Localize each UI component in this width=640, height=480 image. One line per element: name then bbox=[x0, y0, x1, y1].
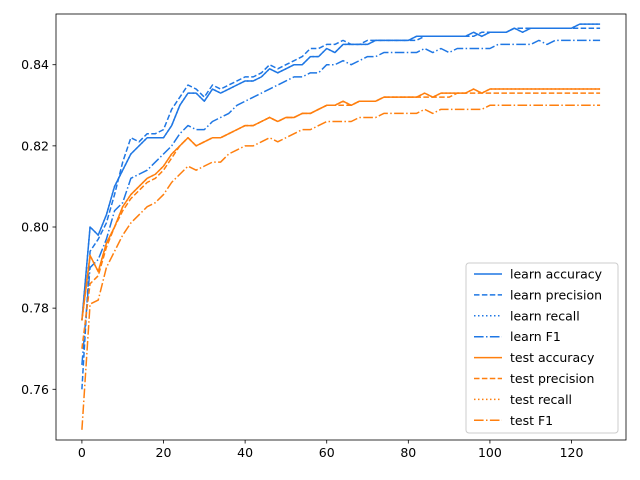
legend-label: learn F1 bbox=[510, 329, 561, 344]
x-tick-label: 40 bbox=[237, 445, 253, 460]
series-line-test-precision bbox=[81, 92, 601, 349]
y-tick-label: 0.78 bbox=[21, 301, 49, 316]
series-line-learn-accuracy bbox=[81, 23, 601, 321]
legend: learn accuracy learn precision learn recal… bbox=[465, 262, 619, 434]
legend-label: learn precision bbox=[510, 287, 602, 302]
legend-label: test F1 bbox=[510, 413, 553, 428]
series-line-test-recall bbox=[81, 88, 601, 321]
x-tick-label: 100 bbox=[478, 445, 502, 460]
series-layer bbox=[81, 23, 601, 430]
legend-box bbox=[465, 262, 619, 434]
y-tick-label: 0.80 bbox=[21, 220, 49, 235]
legend-label: learn accuracy bbox=[510, 267, 603, 282]
series-line-learn-f1 bbox=[81, 39, 601, 366]
x-tick-label: 80 bbox=[400, 445, 416, 460]
legend-label: test precision bbox=[510, 371, 594, 386]
legend-label: learn recall bbox=[510, 308, 580, 323]
x-axis: 0 20 40 60 80 100 120 bbox=[78, 440, 584, 460]
y-tick-label: 0.84 bbox=[21, 57, 49, 72]
x-tick-label: 0 bbox=[78, 445, 86, 460]
legend-label: test accuracy bbox=[510, 350, 595, 365]
legend-label: test recall bbox=[510, 392, 572, 407]
y-tick-label: 0.76 bbox=[21, 382, 49, 397]
y-tick-label: 0.82 bbox=[21, 138, 49, 153]
x-tick-label: 20 bbox=[156, 445, 172, 460]
series-line-test-f1 bbox=[81, 104, 601, 430]
series-line-learn-precision bbox=[81, 27, 601, 390]
x-tick-label: 120 bbox=[560, 445, 584, 460]
y-axis: 0.76 0.78 0.80 0.82 0.84 bbox=[21, 57, 56, 397]
x-tick-label: 60 bbox=[319, 445, 335, 460]
